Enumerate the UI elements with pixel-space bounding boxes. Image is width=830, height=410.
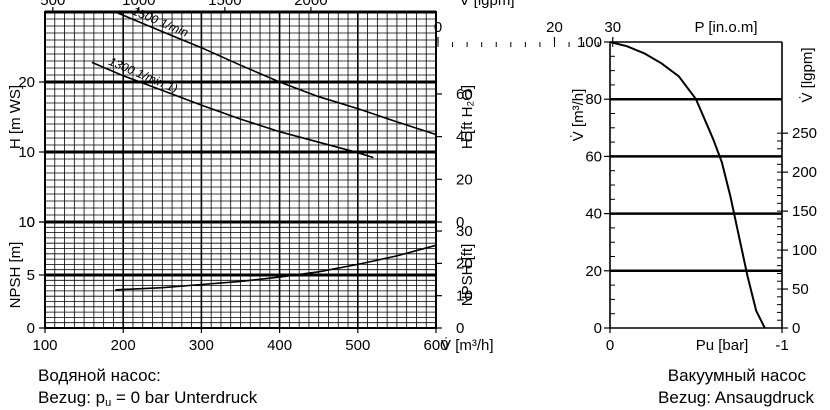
water-pump-caption-title: Водяной насос:: [38, 366, 161, 385]
vacuum-top-tick-label: 0: [434, 19, 442, 36]
npsh-right-tick-label: 30: [456, 223, 473, 240]
vacuum-right-tick-label: 150: [792, 203, 817, 220]
vacuum-ylabel: V̇ [m³/h]: [570, 89, 587, 142]
series-line-1500-1-min: [115, 11, 437, 136]
head-right-tick-label: 60: [456, 86, 473, 103]
head-right-tick-label: 20: [456, 171, 473, 188]
x-tick-label: 400: [267, 337, 292, 354]
vacuum-y-tick-label: 60: [585, 148, 602, 165]
x-tick-label: 600: [423, 337, 448, 354]
vacuum-y-tick-label: 0: [594, 320, 602, 337]
top-axis-tick-label: 500: [40, 0, 65, 9]
vacuum-x-axis-label: Pu [bar]: [696, 337, 749, 354]
top-axis-tick-label: 1000: [122, 0, 155, 9]
npsh-right-tick-label: 0: [456, 320, 464, 337]
head-right-tick-label: 0: [456, 214, 464, 231]
npsh-right-tick-label: 20: [456, 255, 473, 272]
vacuum-right-tick-label: 0: [792, 320, 800, 337]
head-y-tick-label: 0: [27, 214, 35, 231]
vacuum-pump-caption-reference: Bezug: Ansaugdruck: [658, 388, 814, 407]
head-y-tick-label: 20: [18, 74, 35, 91]
vacuum-x-tick-label: -1: [775, 337, 788, 354]
vacuum-x-tick-label: 0: [606, 337, 614, 354]
water-chart-frame: [44, 11, 437, 329]
series-line-1300-1-min-1: [91, 61, 374, 159]
water-pump-caption-reference: Bezug: pu = 0 bar Unterdruck: [38, 388, 257, 409]
top-axis-tick-label: 1500: [208, 0, 241, 9]
series-line-npsh: [115, 244, 437, 291]
x-tick-label: 100: [32, 337, 57, 354]
npsh-y-tick-label: 5: [27, 267, 35, 284]
vacuum-right-axis-label: V̇ [lgpm]: [799, 47, 816, 102]
top-axis-label: V̇ [lgpm]: [459, 0, 514, 9]
vacuum-top-axis-label: P [in.o.m]: [694, 19, 757, 36]
vacuum-right-tick-label: 50: [792, 281, 809, 298]
vacuum-pump-caption-title: Вакуумный насос: [667, 366, 806, 385]
head-right-tick-label: 40: [456, 129, 473, 146]
head-right-axis-label: H [ft H₂O]: [459, 85, 476, 149]
vacuum-y-tick-label: 20: [585, 263, 602, 280]
water-ref-suffix: = 0 bar Unterdruck: [111, 388, 258, 407]
npsh-ylabel: NPSH [m]: [7, 242, 24, 309]
vacuum-top-tick-label: 20: [546, 19, 563, 36]
npsh-y-tick-label: 10: [18, 214, 35, 231]
vacuum-y-tick-label: 40: [585, 206, 602, 223]
vacuum-series-line: [609, 41, 766, 329]
vacuum-y-tick-label: 80: [585, 91, 602, 108]
x-axis-label: V̇ [m³/h]: [441, 337, 494, 354]
head-ylabel: H [m WS]: [7, 85, 24, 149]
x-tick-label: 200: [111, 337, 136, 354]
vacuum-top-tick-label: 30: [604, 19, 621, 36]
water-ref-subscript: u: [105, 397, 112, 409]
vacuum-right-tick-label: 200: [792, 164, 817, 181]
head-y-tick-label: 10: [18, 144, 35, 161]
x-tick-label: 500: [345, 337, 370, 354]
vacuum-right-tick-label: 100: [792, 242, 817, 259]
npsh-right-axis-label: NPSH [ft]: [459, 244, 476, 307]
top-axis-tick-label: 2000: [294, 0, 327, 9]
x-tick-label: 300: [189, 337, 214, 354]
water-ref-prefix: Bezug: p: [38, 388, 106, 407]
npsh-right-tick-label: 10: [456, 288, 473, 305]
npsh-y-tick-label: 0: [27, 320, 35, 337]
vacuum-right-tick-label: 250: [792, 125, 817, 142]
